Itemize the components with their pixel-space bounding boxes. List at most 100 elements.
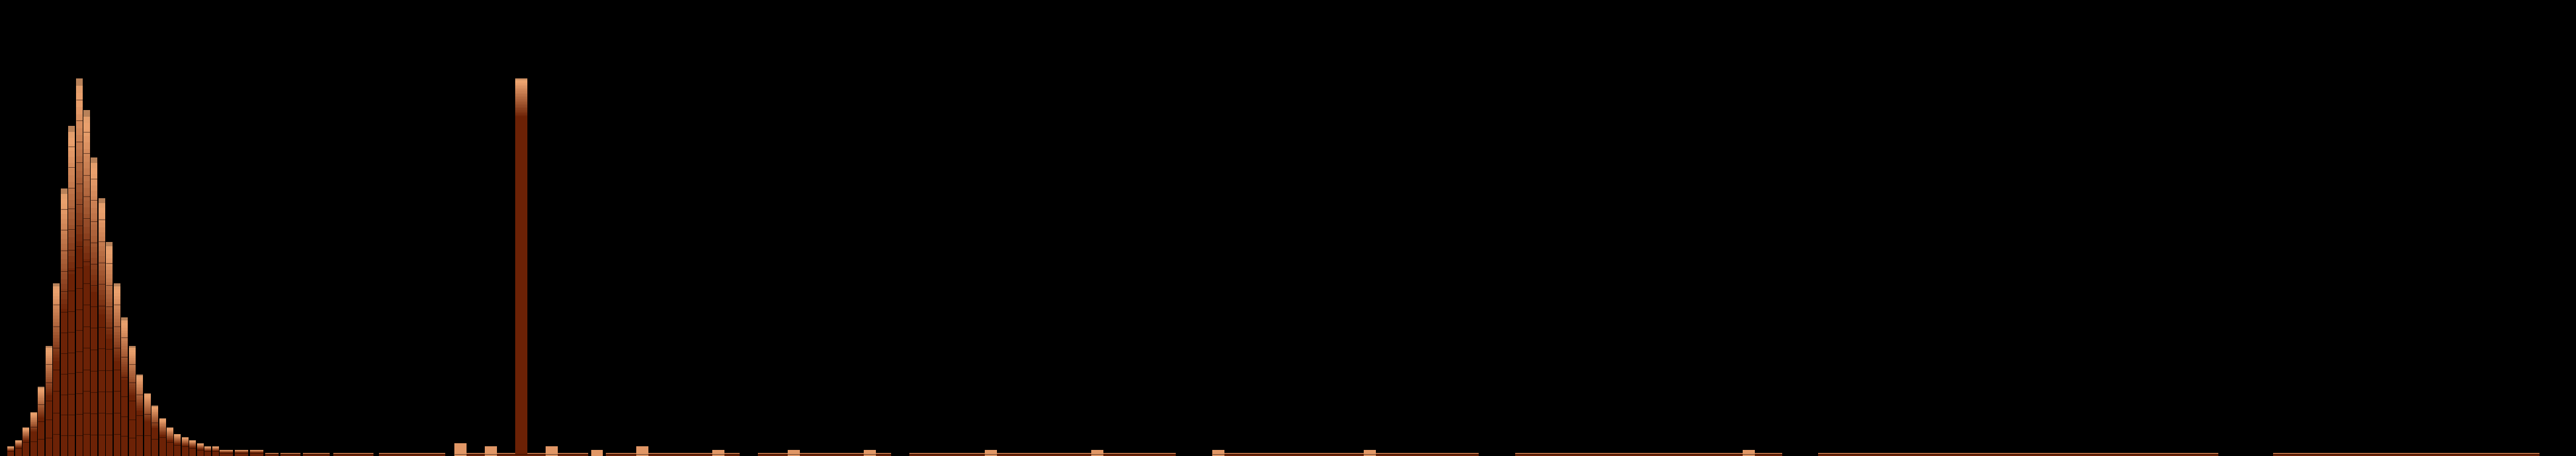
Bar [909, 454, 1175, 456]
Bar [332, 454, 374, 456]
Bar [219, 452, 232, 456]
Bar [137, 399, 144, 456]
Bar [219, 451, 232, 456]
Bar [31, 421, 36, 456]
Bar [1515, 453, 1783, 456]
Bar [90, 247, 98, 456]
Bar [204, 448, 211, 456]
Bar [23, 428, 28, 456]
Bar [304, 453, 330, 456]
Bar [605, 454, 739, 456]
Bar [183, 446, 188, 456]
Bar [67, 169, 75, 456]
Bar [2272, 454, 2540, 456]
Bar [379, 453, 446, 456]
Bar [1819, 453, 2218, 456]
Bar [113, 302, 121, 456]
Bar [82, 214, 90, 456]
Bar [8, 448, 15, 456]
Bar [1819, 453, 2218, 456]
Bar [605, 454, 739, 456]
Bar [757, 454, 891, 456]
Bar [196, 449, 204, 456]
Bar [204, 450, 211, 456]
Bar [711, 450, 724, 456]
Bar [204, 448, 211, 456]
Bar [31, 422, 36, 456]
Bar [1515, 453, 1783, 456]
Bar [15, 440, 21, 456]
Bar [75, 241, 82, 456]
Bar [204, 447, 211, 456]
Bar [23, 428, 28, 456]
Bar [31, 412, 36, 456]
Bar [75, 227, 82, 456]
Bar [1515, 454, 1783, 456]
Bar [605, 454, 739, 456]
Bar [106, 286, 113, 456]
Bar [2272, 454, 2540, 456]
Bar [8, 447, 15, 456]
Bar [304, 454, 330, 456]
Bar [757, 454, 891, 456]
Bar [1515, 454, 1783, 456]
Bar [605, 453, 739, 456]
Bar [757, 453, 891, 456]
Bar [167, 435, 173, 456]
Bar [909, 454, 1175, 456]
Bar [1213, 453, 1479, 456]
Bar [152, 406, 157, 456]
Bar [909, 453, 1175, 456]
Bar [484, 446, 497, 456]
Bar [31, 415, 36, 456]
Bar [62, 269, 67, 456]
Bar [379, 454, 446, 456]
Bar [196, 444, 204, 456]
Bar [106, 306, 113, 456]
Bar [144, 401, 149, 456]
Bar [31, 430, 36, 456]
Bar [191, 444, 196, 456]
Bar [106, 326, 113, 456]
Bar [152, 419, 157, 456]
Bar [31, 429, 36, 456]
Bar [90, 230, 98, 456]
Bar [1515, 454, 1783, 456]
Bar [137, 382, 144, 456]
Bar [234, 452, 247, 456]
Bar [304, 453, 330, 456]
Bar [39, 414, 44, 456]
Bar [332, 453, 374, 456]
Bar [106, 314, 113, 456]
Bar [196, 449, 204, 456]
Bar [137, 409, 144, 456]
Bar [46, 360, 52, 456]
Bar [183, 438, 188, 456]
Bar [281, 454, 301, 456]
Bar [1363, 450, 1376, 456]
Bar [90, 241, 98, 456]
Bar [453, 454, 587, 456]
Bar [152, 409, 157, 456]
Bar [39, 401, 44, 456]
Bar [98, 227, 106, 456]
Bar [1092, 450, 1103, 456]
Bar [82, 259, 90, 456]
Bar [129, 375, 137, 456]
Bar [605, 454, 739, 456]
Bar [332, 453, 374, 456]
Bar [1213, 450, 1224, 456]
Bar [196, 446, 204, 456]
Bar [379, 453, 446, 456]
Bar [2272, 454, 2540, 456]
Bar [98, 242, 106, 456]
Bar [54, 283, 59, 456]
Bar [1213, 454, 1479, 456]
Bar [379, 454, 446, 456]
Bar [15, 447, 21, 456]
Bar [788, 450, 801, 456]
Bar [137, 402, 144, 456]
Bar [590, 450, 603, 456]
Bar [204, 447, 211, 456]
Bar [281, 453, 301, 456]
